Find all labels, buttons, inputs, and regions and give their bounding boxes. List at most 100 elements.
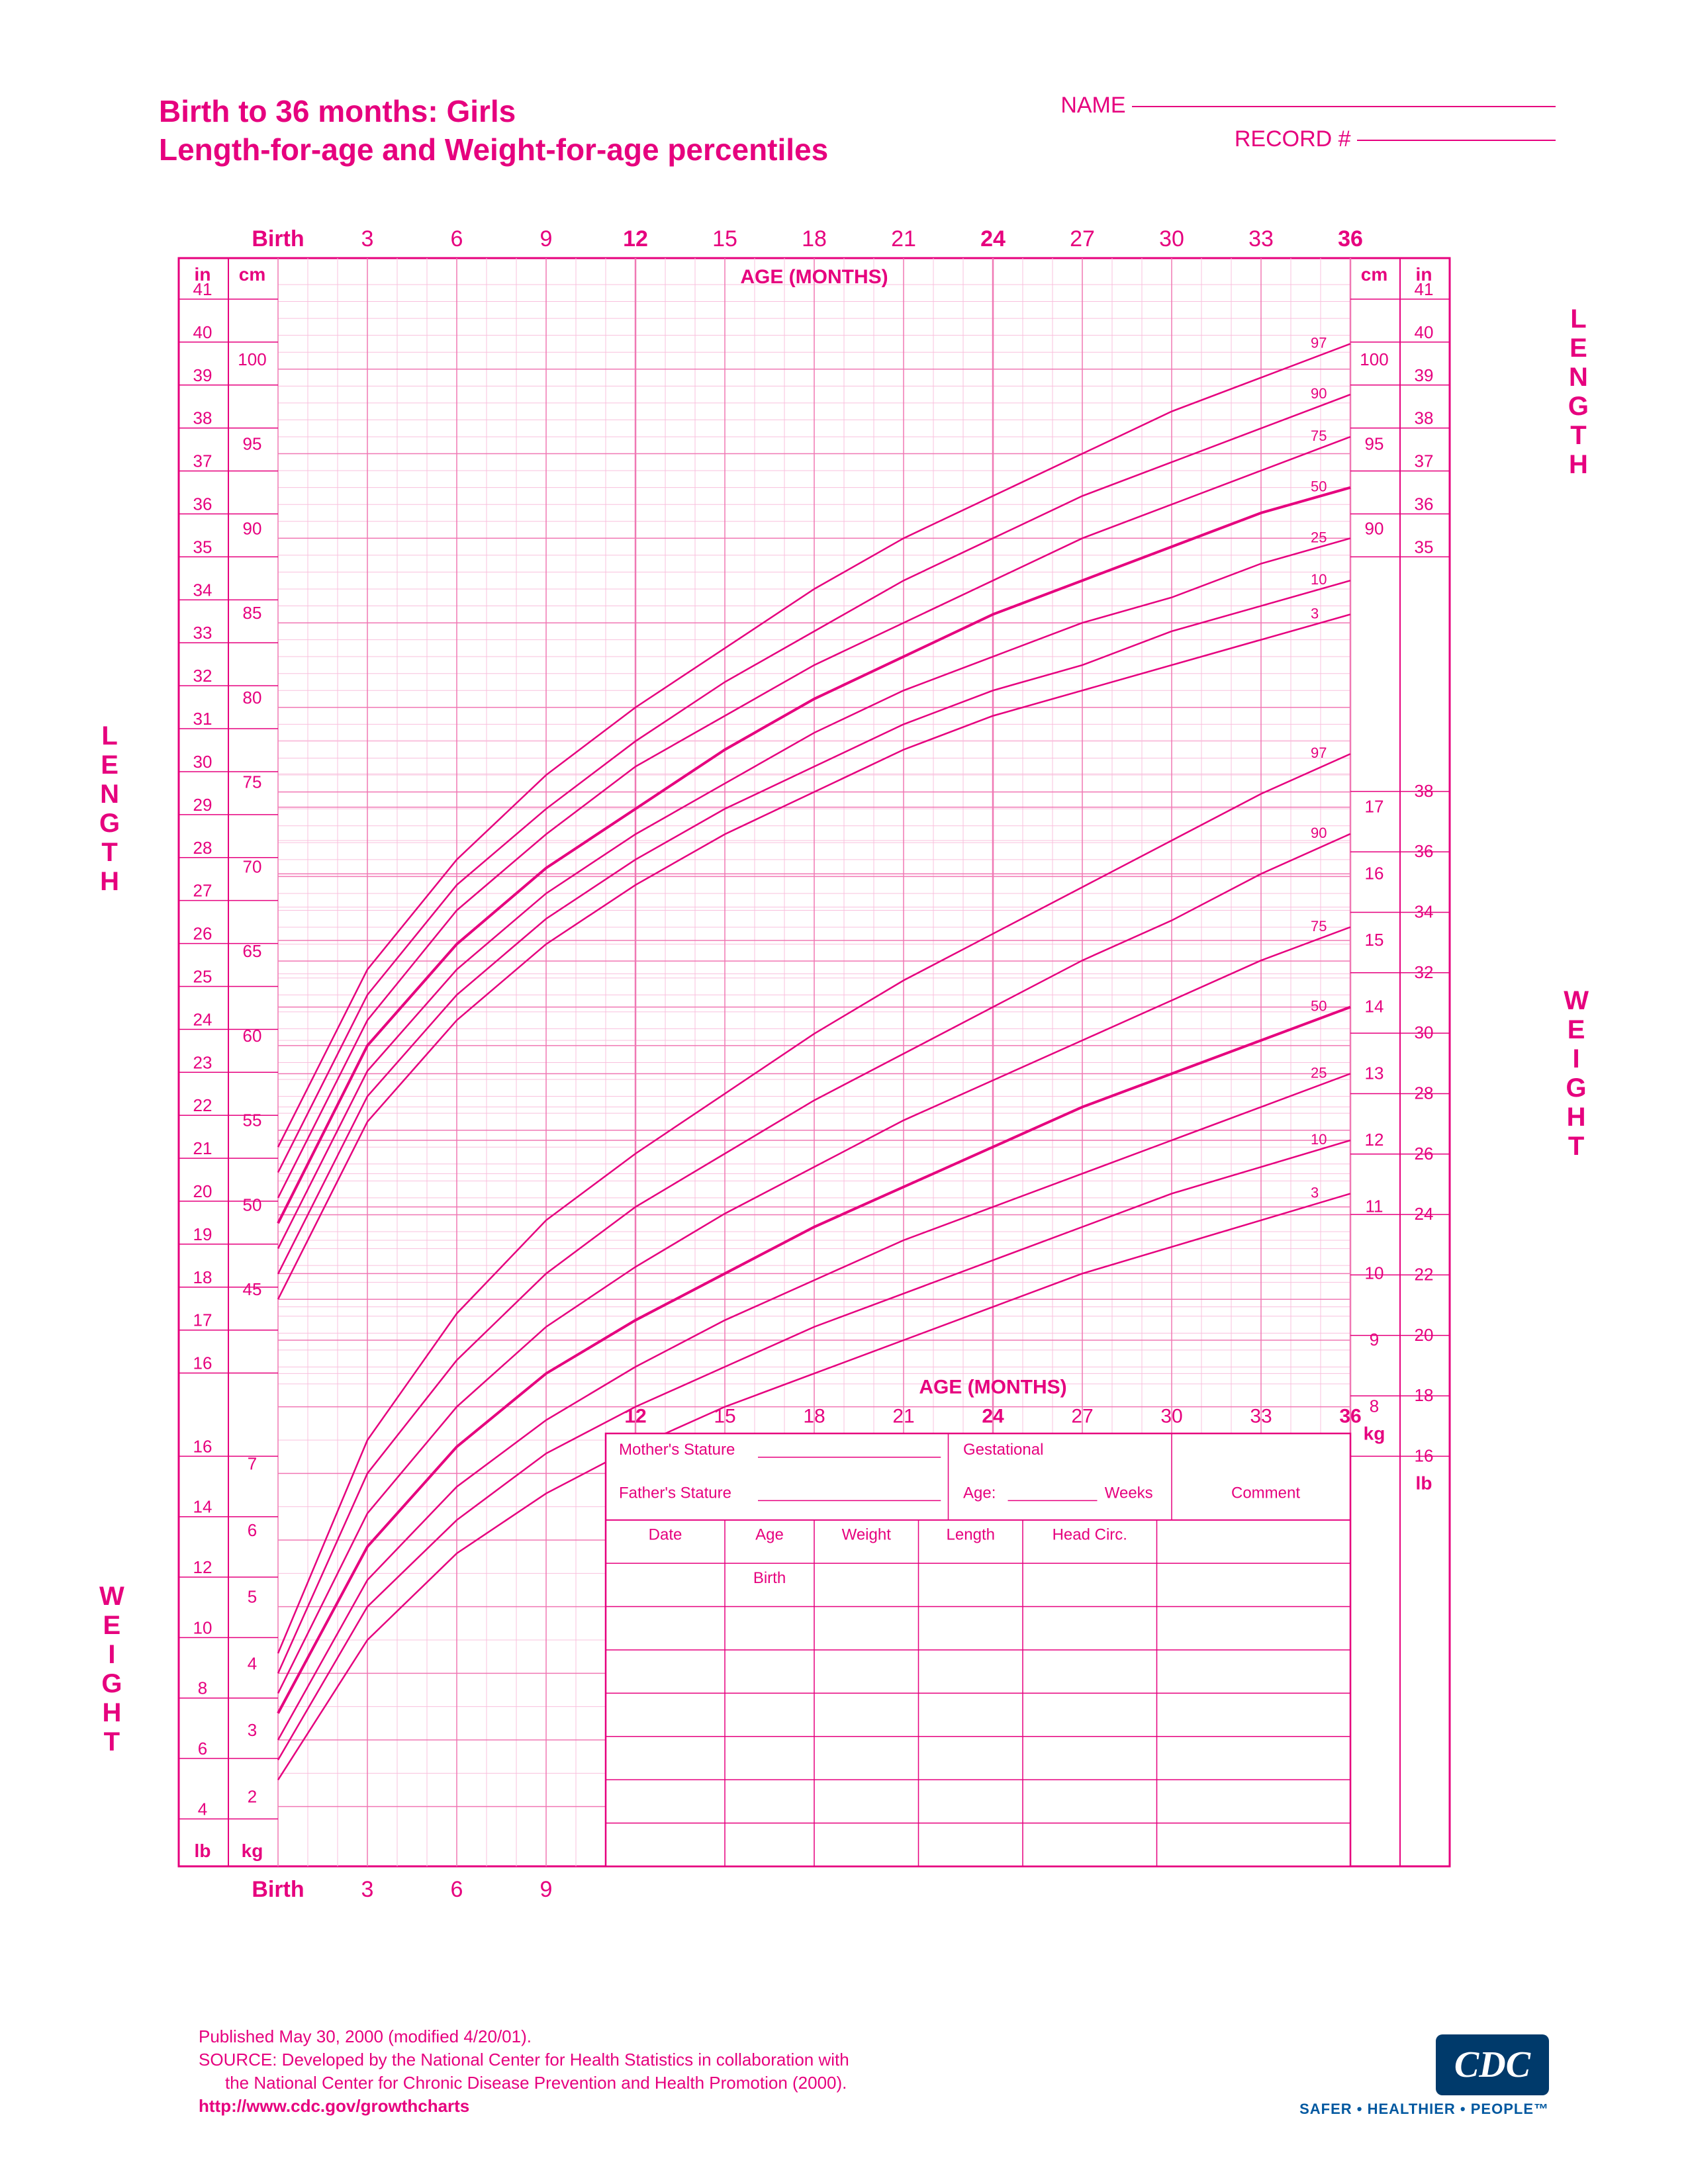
weight-label-right: WEIGHT <box>1564 986 1589 1161</box>
svg-text:6: 6 <box>451 1877 463 1902</box>
svg-text:100: 100 <box>1360 349 1388 369</box>
svg-text:27: 27 <box>1071 1406 1093 1428</box>
svg-text:16: 16 <box>1365 863 1384 883</box>
svg-text:37: 37 <box>193 451 212 471</box>
svg-text:lb: lb <box>1416 1473 1432 1493</box>
svg-text:27: 27 <box>193 881 212 901</box>
svg-text:75: 75 <box>1311 428 1327 444</box>
svg-text:10: 10 <box>1365 1263 1384 1283</box>
svg-text:12: 12 <box>624 1406 646 1428</box>
svg-text:25: 25 <box>1311 529 1327 545</box>
svg-text:36: 36 <box>1338 226 1363 251</box>
svg-text:3: 3 <box>361 1877 374 1902</box>
svg-text:35: 35 <box>1415 537 1434 557</box>
svg-text:97: 97 <box>1311 745 1327 761</box>
svg-text:33: 33 <box>193 623 212 643</box>
svg-text:97: 97 <box>1311 334 1327 351</box>
cdc-mark: CDC <box>1436 2034 1549 2095</box>
svg-text:24: 24 <box>980 226 1006 251</box>
svg-text:8: 8 <box>198 1678 207 1698</box>
svg-text:60: 60 <box>243 1026 262 1046</box>
svg-text:Gestational: Gestational <box>963 1441 1043 1459</box>
svg-text:15: 15 <box>714 1406 735 1428</box>
svg-text:90: 90 <box>1311 385 1327 402</box>
svg-text:4: 4 <box>198 1799 207 1819</box>
svg-text:12: 12 <box>623 226 648 251</box>
svg-text:20: 20 <box>193 1181 212 1201</box>
svg-text:17: 17 <box>1365 797 1384 817</box>
svg-text:Birth: Birth <box>753 1569 786 1587</box>
svg-text:21: 21 <box>892 1406 914 1428</box>
svg-text:Date: Date <box>649 1526 682 1544</box>
svg-text:26: 26 <box>1415 1144 1434 1163</box>
svg-text:41: 41 <box>193 279 212 299</box>
svg-text:AGE (MONTHS): AGE (MONTHS) <box>919 1377 1066 1398</box>
svg-text:kg: kg <box>1364 1424 1385 1444</box>
svg-text:35: 35 <box>193 537 212 557</box>
svg-text:15: 15 <box>1365 930 1384 950</box>
svg-text:50: 50 <box>243 1195 262 1214</box>
svg-text:30: 30 <box>1160 1406 1182 1428</box>
svg-text:6: 6 <box>248 1520 257 1540</box>
cdc-logo: CDC SAFER • HEALTHIER • PEOPLE™ <box>1299 2034 1549 2118</box>
svg-text:kg: kg <box>242 1841 263 1861</box>
svg-text:lb: lb <box>195 1841 211 1861</box>
weight-label-left: WEIGHT <box>99 1582 124 1756</box>
svg-text:36: 36 <box>1339 1406 1361 1428</box>
svg-text:6: 6 <box>451 226 463 251</box>
length-label-right: LENGTH <box>1568 304 1589 479</box>
svg-text:28: 28 <box>193 838 212 858</box>
svg-text:Age:: Age: <box>963 1484 996 1502</box>
svg-text:3: 3 <box>1311 1185 1319 1201</box>
svg-text:6: 6 <box>198 1739 207 1758</box>
svg-text:11: 11 <box>1366 1197 1383 1216</box>
svg-text:Birth: Birth <box>252 1877 304 1902</box>
record-field[interactable] <box>1357 140 1556 141</box>
svg-text:34: 34 <box>193 580 212 600</box>
svg-text:Length: Length <box>947 1526 995 1544</box>
svg-text:38: 38 <box>193 408 212 428</box>
svg-text:31: 31 <box>193 709 212 729</box>
title-line-1: Birth to 36 months: Girls <box>159 93 828 131</box>
svg-text:23: 23 <box>193 1052 212 1072</box>
svg-text:32: 32 <box>193 666 212 686</box>
svg-text:25: 25 <box>193 966 212 986</box>
name-field[interactable] <box>1132 106 1556 107</box>
svg-text:12: 12 <box>1365 1130 1384 1150</box>
svg-text:9: 9 <box>540 226 553 251</box>
svg-text:50: 50 <box>1311 998 1327 1015</box>
svg-text:85: 85 <box>243 603 262 623</box>
svg-text:95: 95 <box>1365 434 1384 454</box>
svg-text:36: 36 <box>1415 841 1434 861</box>
svg-text:Comment: Comment <box>1231 1484 1300 1502</box>
svg-text:26: 26 <box>193 924 212 944</box>
svg-text:29: 29 <box>193 795 212 815</box>
svg-text:13: 13 <box>1365 1063 1384 1083</box>
svg-text:55: 55 <box>243 1111 262 1130</box>
svg-text:100: 100 <box>238 349 266 369</box>
svg-text:50: 50 <box>1311 478 1327 495</box>
svg-text:16: 16 <box>1415 1445 1434 1465</box>
svg-text:21: 21 <box>193 1138 212 1158</box>
svg-text:38: 38 <box>1415 408 1434 428</box>
svg-text:10: 10 <box>193 1617 212 1637</box>
svg-text:17: 17 <box>193 1310 212 1330</box>
svg-text:10: 10 <box>1311 1131 1327 1148</box>
svg-text:37: 37 <box>1415 451 1434 471</box>
svg-text:20: 20 <box>1415 1325 1434 1345</box>
svg-text:Mother's Stature: Mother's Stature <box>619 1441 735 1459</box>
svg-text:18: 18 <box>803 1406 825 1428</box>
svg-text:24: 24 <box>982 1406 1004 1428</box>
svg-text:18: 18 <box>802 226 827 251</box>
svg-text:45: 45 <box>243 1279 262 1299</box>
svg-text:2: 2 <box>248 1787 257 1807</box>
name-label: NAME <box>1060 93 1125 118</box>
growth-chart: Birth369121518212427303336AGE (MONTHS)Bi… <box>132 218 1556 2005</box>
svg-text:7: 7 <box>248 1453 257 1473</box>
svg-text:90: 90 <box>1311 825 1327 841</box>
svg-text:18: 18 <box>1415 1385 1434 1405</box>
svg-text:24: 24 <box>193 1009 212 1029</box>
svg-text:AGE (MONTHS): AGE (MONTHS) <box>740 266 888 288</box>
svg-text:5: 5 <box>248 1587 257 1607</box>
svg-text:9: 9 <box>540 1877 553 1902</box>
